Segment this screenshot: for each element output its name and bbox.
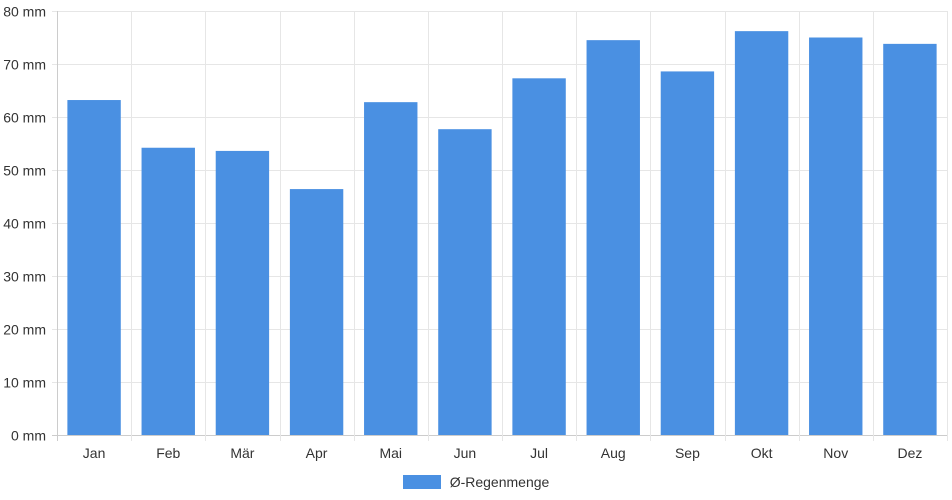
grid-lines <box>52 11 948 441</box>
y-tick-label: 60 mm <box>3 110 46 126</box>
bar[interactable] <box>809 37 863 436</box>
y-tick-label: 0 mm <box>11 428 46 444</box>
bar[interactable] <box>512 78 566 435</box>
bar[interactable] <box>660 71 715 436</box>
legend: Ø-Regenmenge <box>0 472 952 492</box>
y-tick-label: 50 mm <box>3 163 46 179</box>
bar[interactable] <box>289 189 344 435</box>
x-tick-label: Jun <box>454 445 477 461</box>
x-tick-label: Dez <box>897 445 922 461</box>
legend-swatch <box>402 475 441 489</box>
bar[interactable] <box>67 100 121 435</box>
bar[interactable] <box>586 40 640 436</box>
bar[interactable] <box>883 43 937 436</box>
x-axis-tick-labels: Jan Feb Mär Apr Mai Jun Jul Aug Sep Okt Nov Dez <box>83 445 923 461</box>
bar[interactable] <box>141 147 195 436</box>
x-tick-label: Apr <box>306 445 328 461</box>
x-tick-label: Sep <box>675 445 700 461</box>
bar[interactable] <box>364 102 418 435</box>
x-tick-label: Mär <box>230 445 254 461</box>
bar[interactable] <box>438 129 492 435</box>
x-tick-label: Jul <box>530 445 548 461</box>
y-axis-tick-labels: 0 mm 10 mm 20 mm 30 mm 40 mm 50 mm 60 mm 70 mm 8… <box>3 4 46 444</box>
y-tick-label: 30 mm <box>3 269 46 285</box>
y-tick-label: 10 mm <box>3 375 46 391</box>
x-tick-label: Jan <box>83 445 106 461</box>
legend-item[interactable]: Ø-Regenmenge <box>402 474 550 490</box>
bar[interactable] <box>215 150 270 436</box>
y-tick-label: 80 mm <box>3 4 46 20</box>
y-tick-label: 20 mm <box>3 322 46 338</box>
bar[interactable] <box>734 31 789 435</box>
y-tick-label: 70 mm <box>3 57 46 73</box>
legend-label: Ø-Regenmenge <box>449 474 550 490</box>
x-tick-label: Mai <box>379 445 402 461</box>
bars <box>67 31 937 436</box>
x-tick-label: Nov <box>823 445 848 461</box>
y-tick-label: 40 mm <box>3 216 46 232</box>
x-tick-label: Okt <box>751 445 773 461</box>
x-tick-label: Feb <box>156 445 180 461</box>
x-tick-label: Aug <box>601 445 626 461</box>
